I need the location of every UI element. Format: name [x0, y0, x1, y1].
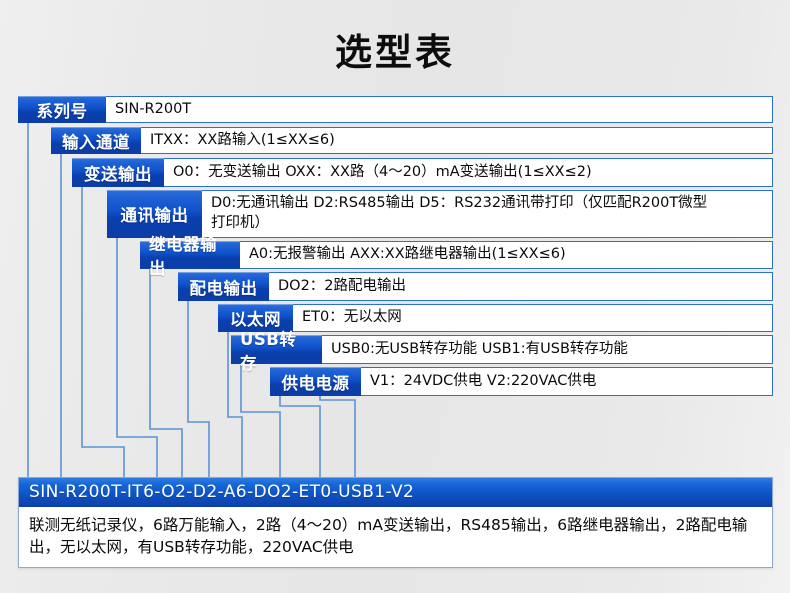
- summary-box: SIN-R200T-IT6-O2-D2-A6-DO2-ET0-USB1-V2 联…: [18, 477, 773, 568]
- row-value-3: D0:无通讯输出 D2:RS485输出 D5：RS232通讯带打印（仅匹配R20…: [202, 190, 773, 238]
- row-label-7[interactable]: USB转存: [231, 330, 322, 373]
- page-title: 选型表: [335, 31, 455, 74]
- table-row: 配电输出 DO2：2路配电输出: [178, 272, 773, 301]
- row-label-8[interactable]: 供电电源: [270, 367, 361, 396]
- row-label-1[interactable]: 输入通道: [51, 127, 141, 154]
- row-label-6[interactable]: 以太网: [218, 304, 293, 332]
- table-row: USB转存 USB0:无USB转存功能 USB1:有USB转存功能: [231, 330, 773, 373]
- table-row: 以太网 ET0：无以太网: [218, 304, 773, 332]
- table-row: 供电电源 V1：24VDC供电 V2:220VAC供电: [270, 367, 773, 396]
- row-value-4: A0:无报警输出 AXX:XX路继电器输出(1≤XX≤6): [240, 241, 773, 269]
- table-row: 系列号 SIN-R200T: [18, 96, 773, 123]
- summary-description: 联测无纸记录仪，6路万能输入，2路（4～20）mA变送输出，RS485输出，6路…: [19, 507, 772, 567]
- table-row: 输入通道 ITXX：XX路输入(1≤XX≤6): [51, 127, 773, 154]
- table-row: 变送输出 O0：无变送输出 OXX：XX路（4～20）mA变送输出(1≤XX≤2): [72, 158, 773, 187]
- row-value-5: DO2：2路配电输出: [269, 272, 773, 301]
- row-value-1: ITXX：XX路输入(1≤XX≤6): [141, 127, 773, 154]
- table-row: 通讯输出 D0:无通讯输出 D2:RS485输出 D5：RS232通讯带打印（仅匹…: [107, 190, 773, 238]
- row-label-4[interactable]: 继电器输出: [140, 235, 240, 278]
- row-value-2: O0：无变送输出 OXX：XX路（4～20）mA变送输出(1≤XX≤2): [164, 158, 773, 187]
- row-value-7: USB0:无USB转存功能 USB1:有USB转存功能: [322, 335, 773, 364]
- row-value-0: SIN-R200T: [106, 96, 773, 123]
- row-value-6: ET0：无以太网: [293, 304, 773, 332]
- row-value-8: V1：24VDC供电 V2:220VAC供电: [361, 367, 773, 396]
- row-label-0[interactable]: 系列号: [18, 96, 106, 123]
- row-label-5[interactable]: 配电输出: [178, 272, 269, 301]
- row-label-2[interactable]: 变送输出: [72, 158, 164, 187]
- summary-model-code: SIN-R200T-IT6-O2-D2-A6-DO2-ET0-USB1-V2: [19, 478, 772, 507]
- table-row: 继电器输出 A0:无报警输出 AXX:XX路继电器输出(1≤XX≤6): [140, 235, 773, 278]
